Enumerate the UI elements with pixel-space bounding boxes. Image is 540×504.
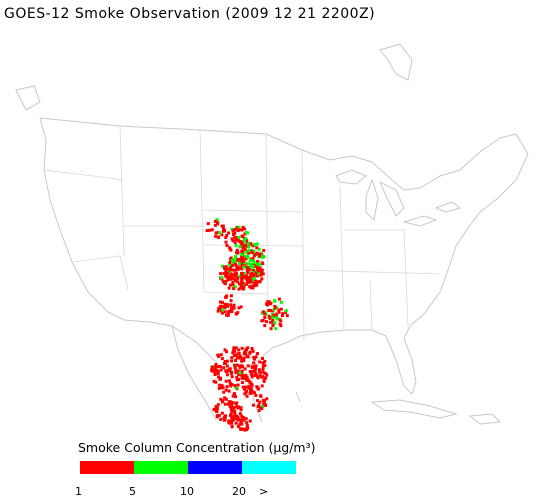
legend-color-bar bbox=[80, 461, 296, 474]
us-outline bbox=[15, 43, 529, 425]
legend-tick: 10 bbox=[180, 485, 194, 498]
map-title: GOES-12 Smoke Observation (2009 12 21 22… bbox=[4, 6, 376, 22]
legend-bin-1-5 bbox=[80, 461, 134, 474]
legend-tick: > bbox=[259, 485, 269, 498]
legend-tick: 20 bbox=[232, 485, 246, 498]
legend-title: Smoke Column Concentration (μg/m³) bbox=[78, 440, 316, 455]
legend-bin-5-10 bbox=[134, 461, 188, 474]
legend-tick: 5 bbox=[129, 485, 136, 498]
smoke-map bbox=[15, 43, 529, 432]
legend-tick: 1 bbox=[75, 485, 82, 498]
smoke-pixels bbox=[205, 218, 289, 432]
legend-bin-20-plus bbox=[242, 461, 296, 474]
legend-bin-10-20 bbox=[188, 461, 242, 474]
state-borders bbox=[43, 125, 441, 341]
